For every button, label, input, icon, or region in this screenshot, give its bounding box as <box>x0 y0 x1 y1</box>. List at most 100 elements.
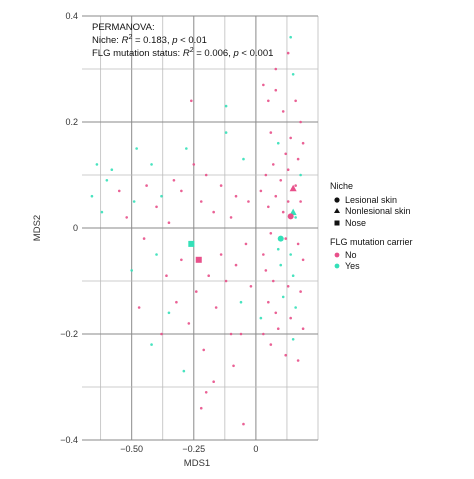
legend-niche-title: Niche <box>330 181 353 191</box>
data-point <box>267 99 270 103</box>
data-point <box>132 200 136 203</box>
x-tick-label: −0.25 <box>182 444 205 454</box>
data-point <box>160 194 163 198</box>
data-point <box>165 274 168 278</box>
data-point <box>259 189 263 193</box>
data-point <box>172 179 176 182</box>
flg-stat-r-sup: 2 <box>190 47 194 54</box>
data-point <box>137 306 141 309</box>
flg-stat-end: < 0.001 <box>239 48 274 59</box>
data-point <box>229 332 233 336</box>
niche-stat-prefix: Niche: <box>92 35 122 46</box>
legend-square-icon <box>334 220 340 226</box>
legend-niche-lesional: Lesional skin <box>345 195 397 205</box>
data-point <box>286 168 290 171</box>
data-point <box>259 316 263 320</box>
data-point <box>194 290 198 293</box>
data-point <box>294 306 297 309</box>
y-tick-label: 0 <box>73 223 78 233</box>
data-point <box>229 216 233 219</box>
y-axis-title: MDS2 <box>32 215 43 241</box>
data-point <box>130 269 133 272</box>
niche-stat-r: R <box>122 35 129 46</box>
data-point <box>276 247 280 251</box>
permanova-flg-stat: FLG mutation status: R2 = 0.006, p < 0.0… <box>92 47 273 59</box>
data-point <box>155 205 158 209</box>
data-point <box>185 147 188 150</box>
flg-stat-p: p <box>233 48 239 59</box>
data-point <box>247 200 250 203</box>
data-point <box>289 316 292 320</box>
niche-stat-p: p <box>171 35 177 46</box>
data-point <box>281 295 285 299</box>
data-point <box>284 152 288 156</box>
data-point <box>207 274 210 278</box>
data-point <box>125 216 129 219</box>
data-point <box>274 67 278 71</box>
data-point <box>155 253 158 256</box>
data-point <box>175 300 178 304</box>
legend-yes-swatch-icon <box>334 263 340 269</box>
data-point <box>264 269 268 272</box>
niche-stat-r-sup: 2 <box>128 34 132 41</box>
data-point <box>212 380 215 384</box>
data-point <box>242 422 245 426</box>
data-point <box>279 263 283 267</box>
data-point <box>100 210 104 214</box>
data-point <box>264 173 268 177</box>
centroid-layer <box>188 184 297 263</box>
data-point <box>301 327 305 331</box>
data-point <box>182 369 186 373</box>
data-point <box>117 189 121 193</box>
data-point <box>180 258 183 262</box>
data-point <box>224 131 228 134</box>
legend-triangle-icon <box>334 208 340 213</box>
permanova-heading: PERMANOVA: <box>92 22 155 33</box>
data-point <box>271 163 275 166</box>
y-tick-label: −0.2 <box>60 329 78 339</box>
data-point <box>95 163 99 166</box>
data-point <box>299 120 302 124</box>
data-point <box>204 391 208 394</box>
data-point <box>296 157 300 161</box>
data-point <box>90 194 94 198</box>
data-point <box>262 253 265 256</box>
data-point <box>167 221 171 224</box>
data-point <box>150 163 153 166</box>
data-point <box>262 83 265 87</box>
data-point <box>105 179 109 182</box>
data-point <box>135 147 138 150</box>
data-point <box>281 110 285 113</box>
data-point <box>180 189 183 193</box>
data-point <box>296 242 300 246</box>
legend-flg-title: FLG mutation carrier <box>330 237 413 247</box>
data-point <box>212 210 215 214</box>
legend-niche-nonlesional: Nonlesional skin <box>345 206 411 216</box>
data-point <box>269 131 273 134</box>
data-point <box>150 343 153 346</box>
data-point <box>190 99 193 103</box>
x-tick-label: 0 <box>253 444 258 454</box>
points-layer <box>90 35 305 426</box>
data-point <box>242 157 245 161</box>
x-axis-title: MDS1 <box>184 458 210 469</box>
data-point <box>291 73 295 76</box>
data-point <box>249 285 253 288</box>
legend-flg-yes: Yes <box>345 261 360 271</box>
niche-stat-mid: = 0.183, <box>132 35 172 46</box>
legend-flg-no: No <box>345 250 357 260</box>
data-point <box>294 184 297 187</box>
data-point <box>224 279 228 283</box>
data-point <box>167 311 171 315</box>
data-point <box>274 88 278 92</box>
data-point <box>239 300 243 304</box>
legend-circle-icon <box>334 197 340 203</box>
data-point <box>204 173 208 177</box>
data-point <box>239 332 243 336</box>
data-point <box>244 242 248 246</box>
data-point <box>232 364 235 368</box>
data-point <box>187 322 191 325</box>
centroid-square <box>195 256 202 263</box>
data-point <box>286 200 290 203</box>
